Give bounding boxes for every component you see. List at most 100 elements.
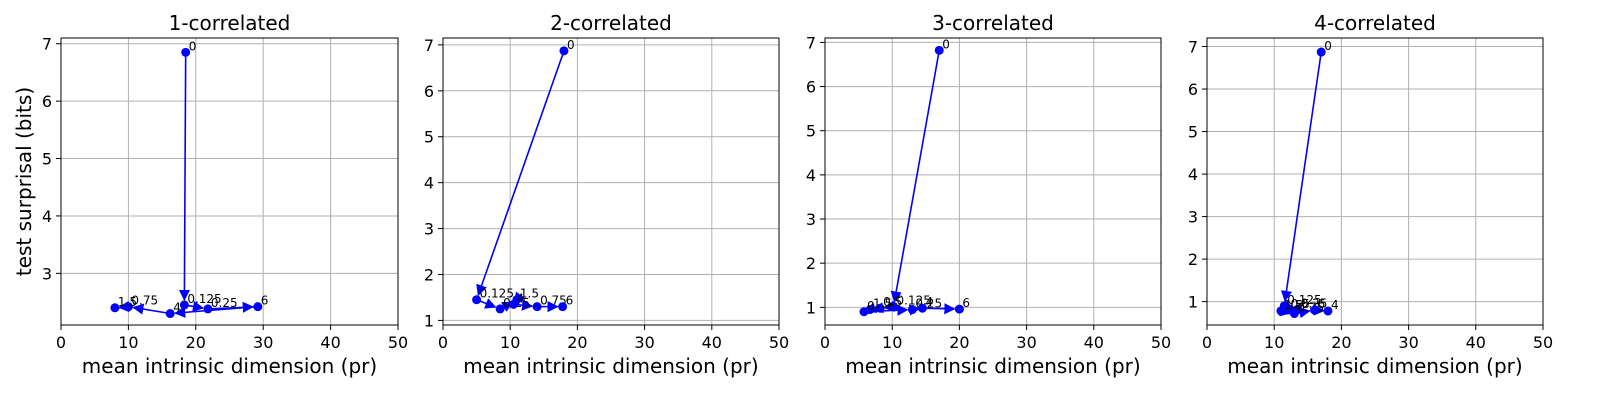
trajectory-arrow bbox=[476, 50, 565, 297]
data-point bbox=[253, 302, 263, 312]
y-tick-label: 5 bbox=[424, 128, 434, 147]
point-label: 0 bbox=[942, 37, 950, 51]
point-label: 1.5 bbox=[520, 287, 539, 301]
point-label: 0.5 bbox=[883, 295, 902, 309]
trajectory-arrow bbox=[1280, 51, 1323, 303]
point-label: 0.125 bbox=[187, 292, 221, 306]
point-label: 1.5 bbox=[1284, 298, 1303, 312]
y-tick-label: 4 bbox=[42, 207, 52, 226]
data-point bbox=[181, 47, 191, 57]
plot-frame bbox=[824, 37, 1162, 326]
x-axis-label: mean intrinsic dimension (pr) bbox=[463, 354, 758, 378]
y-tick-label: 6 bbox=[42, 92, 52, 111]
data-point bbox=[472, 295, 482, 305]
x-tick-label: 10 bbox=[500, 333, 520, 352]
trajectory-arrow bbox=[174, 305, 258, 318]
point-label: 6 bbox=[962, 296, 970, 310]
data-point bbox=[889, 301, 899, 311]
x-tick-label: 40 bbox=[702, 333, 722, 352]
data-point bbox=[1276, 306, 1286, 316]
trajectory-arrow bbox=[132, 303, 171, 315]
point-label: 0.25 bbox=[1301, 296, 1328, 310]
point-label: 0.5 bbox=[1291, 297, 1310, 311]
data-point bbox=[203, 304, 213, 314]
trajectory-arrow bbox=[178, 52, 191, 302]
chart-title: 3-correlated bbox=[932, 11, 1054, 35]
x-axis-label: mean intrinsic dimension (pr) bbox=[845, 354, 1140, 378]
point-label: 0 bbox=[867, 299, 875, 313]
x-tick-label: 50 bbox=[1151, 333, 1171, 352]
chart-title: 2-correlated bbox=[550, 11, 672, 35]
y-tick-label: 3 bbox=[1188, 208, 1198, 227]
data-point bbox=[110, 303, 120, 313]
x-tick-label: 30 bbox=[634, 333, 654, 352]
x-tick-label: 0 bbox=[1202, 333, 1212, 352]
y-tick-label: 1 bbox=[1188, 293, 1198, 312]
plot-frame bbox=[1206, 37, 1544, 326]
data-point bbox=[1310, 305, 1320, 315]
x-tick-label: 10 bbox=[118, 333, 138, 352]
x-axis-label: mean intrinsic dimension (pr) bbox=[1227, 354, 1522, 378]
x-tick-label: 0 bbox=[820, 333, 830, 352]
data-point bbox=[1316, 47, 1326, 57]
y-tick-label: 4 bbox=[424, 174, 434, 193]
data-point bbox=[559, 46, 569, 56]
point-label: 0 bbox=[189, 39, 197, 53]
y-tick-label: 3 bbox=[424, 220, 434, 239]
y-tick-label: 5 bbox=[42, 150, 52, 169]
trajectory-arrow bbox=[890, 50, 941, 303]
point-label: 1.5 bbox=[873, 297, 892, 311]
x-tick-label: 20 bbox=[567, 333, 587, 352]
y-tick-label: 3 bbox=[806, 210, 816, 229]
point-label: 6 bbox=[566, 294, 574, 308]
x-tick-label: 20 bbox=[949, 333, 969, 352]
data-point bbox=[558, 302, 568, 312]
data-point bbox=[859, 307, 869, 317]
x-tick-label: 30 bbox=[1016, 333, 1036, 352]
point-label: 0.75 bbox=[131, 294, 158, 308]
x-tick-label: 20 bbox=[186, 333, 206, 352]
chart-title: 4-correlated bbox=[1314, 11, 1436, 35]
y-tick-label: 3 bbox=[42, 264, 52, 283]
point-label: 6 bbox=[1318, 297, 1326, 311]
y-tick-label: 7 bbox=[424, 36, 434, 55]
x-tick-label: 50 bbox=[388, 333, 408, 352]
y-tick-label: 2 bbox=[806, 254, 816, 273]
y-tick-label: 4 bbox=[806, 166, 816, 185]
x-tick-label: 30 bbox=[1398, 333, 1418, 352]
x-tick-label: 50 bbox=[769, 333, 789, 352]
x-tick-label: 30 bbox=[253, 333, 273, 352]
x-tick-label: 20 bbox=[1331, 333, 1351, 352]
y-tick-label: 6 bbox=[806, 78, 816, 97]
y-tick-label: 5 bbox=[806, 122, 816, 141]
point-label: 0 bbox=[1324, 39, 1332, 53]
point-label: 6 bbox=[261, 294, 269, 308]
x-tick-label: 40 bbox=[1084, 333, 1104, 352]
point-label: 0.25 bbox=[211, 296, 238, 310]
y-tick-label: 7 bbox=[1188, 38, 1198, 57]
point-label: 4 bbox=[173, 301, 181, 315]
data-point bbox=[917, 303, 927, 313]
y-tick-label: 7 bbox=[806, 33, 816, 52]
point-label: 1.5 bbox=[118, 295, 137, 309]
y-tick-label: 4 bbox=[1188, 165, 1198, 184]
y-tick-label: 1 bbox=[424, 311, 434, 330]
point-label: 4 bbox=[1331, 298, 1339, 312]
plot-frame bbox=[60, 37, 399, 326]
chart-title: 1-correlated bbox=[169, 11, 291, 35]
data-point bbox=[123, 302, 133, 312]
point-label: 4 bbox=[517, 291, 525, 305]
data-point bbox=[875, 303, 885, 313]
x-tick-label: 10 bbox=[882, 333, 902, 352]
y-tick-label: 2 bbox=[1188, 250, 1198, 269]
data-point bbox=[954, 304, 964, 314]
data-point bbox=[934, 45, 944, 55]
point-label: 0 bbox=[567, 38, 575, 52]
x-tick-label: 50 bbox=[1533, 333, 1553, 352]
data-point bbox=[532, 302, 542, 312]
y-tick-label: 6 bbox=[1188, 80, 1198, 99]
data-point bbox=[179, 300, 189, 310]
